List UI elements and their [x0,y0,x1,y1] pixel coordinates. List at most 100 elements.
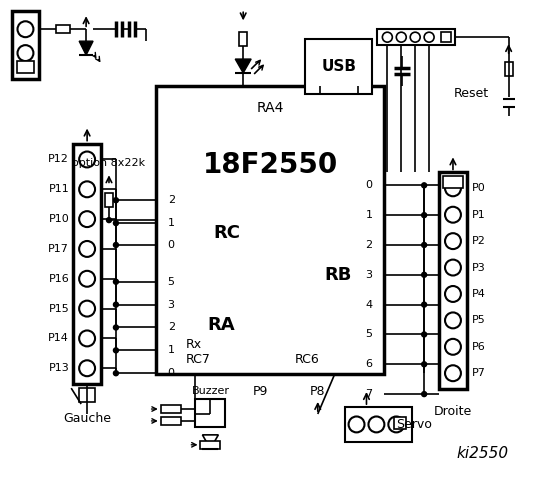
Text: option 8x22k: option 8x22k [72,158,145,168]
Text: 2: 2 [366,240,372,250]
Circle shape [445,339,461,355]
Text: 1: 1 [168,345,175,355]
Circle shape [421,302,426,307]
Text: 1: 1 [366,210,372,220]
Text: RC6: RC6 [295,353,320,366]
Text: P12: P12 [48,155,69,165]
Text: P11: P11 [49,184,69,194]
Bar [17,61,34,73]
Text: 4: 4 [366,300,372,310]
Bar [79,388,95,402]
Circle shape [382,32,392,42]
Bar [394,417,406,429]
Circle shape [421,183,426,188]
Polygon shape [79,41,93,55]
Circle shape [424,32,434,42]
Text: P16: P16 [49,274,69,284]
Circle shape [445,180,461,196]
Bar [156,86,384,374]
Text: 5: 5 [168,277,175,287]
Circle shape [445,365,461,381]
Text: P0: P0 [472,183,486,193]
Circle shape [421,392,426,396]
Bar [12,12,39,79]
Polygon shape [235,59,251,73]
Circle shape [79,181,95,197]
Circle shape [445,312,461,328]
Text: P1: P1 [472,210,486,220]
Bar [441,32,451,42]
Bar [161,405,181,413]
Circle shape [348,417,364,432]
Bar [195,399,225,427]
Text: 3: 3 [366,270,372,280]
Text: P9: P9 [252,384,268,397]
Text: P6: P6 [472,342,486,352]
Circle shape [113,325,118,330]
Bar [56,25,70,33]
Text: 6: 6 [366,359,372,369]
Circle shape [421,332,426,337]
Bar [161,417,181,425]
Bar [377,29,455,45]
Circle shape [18,45,33,61]
Text: Droite: Droite [434,405,472,418]
Text: 3: 3 [168,300,175,310]
Circle shape [113,221,118,226]
Circle shape [79,152,95,168]
Bar [439,172,467,389]
Circle shape [445,286,461,302]
Text: P14: P14 [48,334,69,343]
Circle shape [79,241,95,257]
Text: P3: P3 [472,263,486,273]
Bar [105,193,113,207]
Text: P7: P7 [472,368,486,378]
Circle shape [79,300,95,316]
Circle shape [445,233,461,249]
Circle shape [421,272,426,277]
Text: P17: P17 [48,244,69,254]
Text: Rx: Rx [185,338,202,351]
Bar [443,176,463,188]
Text: RA: RA [207,315,235,334]
Text: Reset: Reset [453,87,489,100]
Circle shape [445,207,461,223]
Bar [200,441,220,449]
Bar [73,144,101,384]
Circle shape [445,260,461,276]
Text: RB: RB [325,266,352,284]
Circle shape [18,21,33,37]
Text: RA4: RA4 [257,101,284,115]
Circle shape [421,362,426,367]
Text: Gauche: Gauche [63,412,111,425]
Circle shape [113,371,118,376]
Text: 2: 2 [168,323,175,333]
Circle shape [113,198,118,203]
Circle shape [388,417,404,432]
Text: 7: 7 [366,389,372,399]
Circle shape [397,32,406,42]
Bar [505,62,513,76]
Text: Buzzer: Buzzer [191,386,229,396]
Circle shape [79,360,95,376]
Circle shape [113,302,118,307]
Circle shape [113,279,118,284]
Text: P2: P2 [472,236,486,246]
Text: ki2550: ki2550 [457,446,509,461]
Text: P4: P4 [472,289,486,299]
Text: P5: P5 [472,315,486,325]
Circle shape [421,242,426,248]
Circle shape [113,242,118,248]
Text: 5: 5 [366,329,372,339]
Circle shape [421,213,426,217]
Circle shape [410,32,420,42]
Text: 0: 0 [168,240,175,250]
Text: P15: P15 [49,304,69,313]
Circle shape [79,211,95,227]
Text: RC7: RC7 [185,353,210,366]
Bar [305,39,372,94]
Text: P13: P13 [49,363,69,373]
Bar [345,407,412,442]
Text: 0: 0 [366,180,372,190]
Circle shape [113,348,118,353]
